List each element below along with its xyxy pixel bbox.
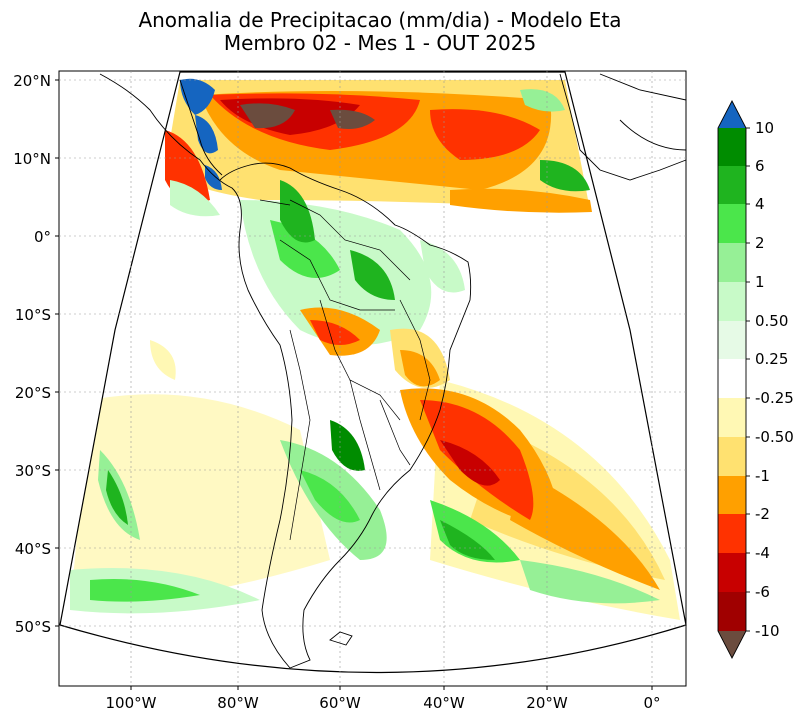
colorbar-segment <box>718 282 746 321</box>
colorbar-label: 6 <box>755 157 765 175</box>
colorbar-under-arrow <box>718 631 746 658</box>
country-borders <box>259 199 431 541</box>
colorbar-label: -0.25 <box>755 389 794 407</box>
lat-label-20s: 20°S <box>15 384 51 402</box>
lat-label-10s: 10°S <box>15 306 51 324</box>
colorbar-over-arrow <box>718 101 746 128</box>
lat-label-40s: 40°S <box>15 540 51 558</box>
lon-label-0: 0° <box>643 694 660 712</box>
colorbar-label: -4 <box>755 544 770 562</box>
lat-label-10n: 10°N <box>13 150 51 168</box>
colorbar-label: 10 <box>755 119 774 137</box>
colorbar-segment <box>718 359 746 398</box>
lat-label-20n: 20°N <box>13 72 51 90</box>
colorbar-label: 0.50 <box>755 312 788 330</box>
lon-label-80w: 80°W <box>217 694 259 712</box>
lat-label-50s: 50°S <box>15 618 51 636</box>
colorbar-label: -1 <box>755 467 770 485</box>
colorbar-label: -10 <box>755 622 780 640</box>
colorbar-segment <box>718 128 746 166</box>
colorbar-label: -2 <box>755 505 770 523</box>
colorbar-segment <box>718 204 746 243</box>
coastlines <box>99 73 687 669</box>
colorbar-label: 4 <box>755 195 765 213</box>
lon-label-100w: 100°W <box>106 694 157 712</box>
colorbar-segment <box>718 592 746 631</box>
colorbar-label: -6 <box>755 583 770 601</box>
colorbar-segment <box>718 437 746 476</box>
colorbar-label: 2 <box>755 234 765 252</box>
colorbar-segment <box>718 166 746 204</box>
lon-label-20w: 20°W <box>526 694 568 712</box>
colorbar-label: 1 <box>755 273 765 291</box>
latitude-labels: 20°N 10°N 0° 10°S 20°S 30°S 40°S 50°S <box>13 72 59 636</box>
map-title-line-1: Anomalia de Precipitacao (mm/dia) - Mode… <box>138 8 622 32</box>
map-title-line-2: Membro 02 - Mes 1 - OUT 2025 <box>223 31 537 55</box>
colorbar-label: 0.25 <box>755 350 788 368</box>
colorbar-segment <box>718 243 746 282</box>
colorbar: 10 6 4 2 1 0.50 0.25 -0.25 -0.50 -1 -2 -… <box>717 100 794 659</box>
lon-label-60w: 60°W <box>319 694 361 712</box>
colorbar-segment <box>718 476 746 514</box>
colorbar-segment <box>718 514 746 553</box>
colorbar-segment <box>718 321 746 359</box>
longitude-labels: 100°W 80°W 60°W 40°W 20°W 0° <box>106 686 661 712</box>
anomaly-field <box>60 72 686 673</box>
lat-label-30s: 30°S <box>15 462 51 480</box>
model-domain-boundary <box>59 71 687 674</box>
lon-label-40w: 40°W <box>423 694 465 712</box>
colorbar-segment <box>718 553 746 592</box>
lat-label-0: 0° <box>34 228 51 246</box>
colorbar-label: -0.50 <box>755 428 794 446</box>
colorbar-segment <box>718 398 746 437</box>
